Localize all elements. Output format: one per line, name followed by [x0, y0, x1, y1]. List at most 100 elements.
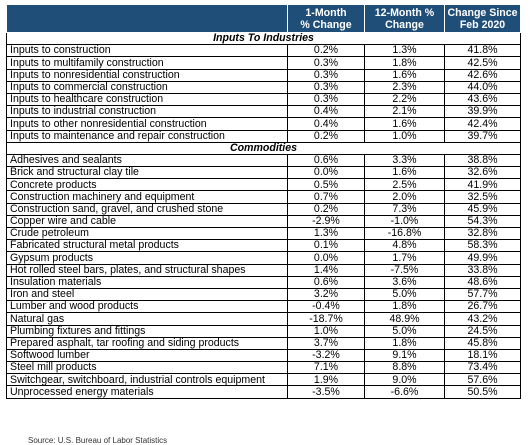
- value-cell: 49.9%: [444, 251, 521, 265]
- value-cell: 2.2%: [364, 92, 445, 107]
- value-cell: 39.7%: [444, 129, 521, 143]
- column-header-3: Change Since Feb 2020: [444, 4, 521, 33]
- value-cell: 1.9%: [287, 373, 365, 387]
- table-row: Construction machinery and equipment 0.7%…: [6, 190, 521, 204]
- table-row: Switchgear, switchboard, industrial cont…: [6, 373, 521, 387]
- row-label: Crude petroleum: [6, 226, 288, 241]
- value-cell: 32.6%: [444, 166, 521, 180]
- value-cell: 57.7%: [444, 287, 521, 302]
- value-cell: 0.2%: [287, 44, 365, 58]
- table-row: Steel mill products 7.1% 8.8% 73.4%: [6, 361, 521, 375]
- value-cell: 32.5%: [444, 190, 521, 204]
- value-cell: 0.1%: [287, 239, 365, 253]
- value-cell: -6.6%: [364, 385, 445, 399]
- value-cell: 45.8%: [444, 336, 521, 350]
- value-cell: 0.3%: [287, 92, 365, 107]
- row-label: Construction machinery and equipment: [6, 190, 288, 204]
- value-cell: 57.6%: [444, 373, 521, 387]
- value-cell: 0.2%: [287, 129, 365, 143]
- row-label: Inputs to industrial construction: [6, 105, 288, 119]
- value-cell: 43.2%: [444, 312, 521, 326]
- table-row: Brick and structural clay tile 0.0% 1.6% 32…: [6, 166, 521, 180]
- row-label: Steel mill products: [6, 361, 288, 375]
- value-cell: 48.9%: [364, 312, 445, 326]
- row-label: Inputs to multifamily construction: [6, 56, 288, 70]
- value-cell: 1.6%: [364, 117, 445, 131]
- value-cell: 42.5%: [444, 56, 521, 70]
- table-row: Prepared asphalt, tar roofing and siding…: [6, 336, 521, 350]
- value-cell: 2.0%: [364, 190, 445, 204]
- row-label: Hot rolled steel bars, plates, and struc…: [6, 263, 288, 277]
- value-cell: 42.6%: [444, 68, 521, 82]
- section-header-row: Inputs To Industries: [6, 31, 521, 46]
- value-cell: 0.5%: [287, 178, 365, 192]
- value-cell: 2.3%: [364, 80, 445, 94]
- value-cell: 73.4%: [444, 361, 521, 375]
- table-row: Inputs to nonresidential construction 0.3…: [6, 68, 521, 82]
- value-cell: 26.7%: [444, 300, 521, 314]
- value-cell: 33.8%: [444, 263, 521, 277]
- value-cell: 0.6%: [287, 275, 365, 289]
- table-header: 1-Month% Change 12-Month % Change Change Si…: [6, 4, 521, 33]
- value-cell: 1.7%: [364, 251, 445, 265]
- value-cell: 9.0%: [364, 373, 445, 387]
- table-row: Inputs to other nonresidential construct…: [6, 117, 521, 131]
- value-cell: -7.5%: [364, 263, 445, 277]
- value-cell: 0.6%: [287, 153, 365, 168]
- table-body: Inputs To Industries Inputs to constructi…: [6, 31, 521, 399]
- value-cell: 39.9%: [444, 105, 521, 119]
- value-cell: 1.8%: [364, 336, 445, 350]
- value-cell: 1.8%: [364, 56, 445, 70]
- header-row: 1-Month% Change 12-Month % Change Change Si…: [6, 4, 521, 33]
- value-cell: 1.3%: [364, 44, 445, 58]
- row-label: Inputs to maintenance and repair constru…: [6, 129, 288, 143]
- table-row: Inputs to construction 0.2% 1.3% 41.8%: [6, 44, 521, 58]
- table-row: Insulation materials 0.6% 3.6% 48.6%: [6, 275, 521, 289]
- row-label: Adhesives and sealants: [6, 153, 288, 168]
- column-header-2: 12-Month % Change: [364, 4, 445, 33]
- value-cell: 3.3%: [364, 153, 445, 168]
- value-cell: 48.6%: [444, 275, 521, 289]
- value-cell: 0.7%: [287, 190, 365, 204]
- value-cell: 50.5%: [444, 385, 521, 399]
- value-cell: 0.4%: [287, 117, 365, 131]
- row-label: Concrete products: [6, 178, 288, 192]
- table-row: Adhesives and sealants 0.6% 3.3% 38.8%: [6, 153, 521, 168]
- value-cell: 1.0%: [364, 129, 445, 143]
- column-header-1: 1-Month% Change: [287, 4, 365, 33]
- row-label: Inputs to nonresidential construction: [6, 68, 288, 82]
- value-cell: 41.9%: [444, 178, 521, 192]
- row-label: Insulation materials: [6, 275, 288, 289]
- row-label: Gypsum products: [6, 251, 288, 265]
- value-cell: 1.4%: [287, 263, 365, 277]
- row-label: Inputs to construction: [6, 44, 288, 58]
- value-cell: 1.3%: [287, 226, 365, 241]
- value-cell: 1.8%: [364, 300, 445, 314]
- value-cell: 4.8%: [364, 239, 445, 253]
- value-cell: 2.1%: [364, 105, 445, 119]
- value-cell: 0.3%: [287, 68, 365, 82]
- column-header-0: [6, 4, 288, 33]
- value-cell: 58.3%: [444, 239, 521, 253]
- value-cell: 3.2%: [287, 287, 365, 302]
- value-cell: 0.3%: [287, 80, 365, 94]
- table-row: Lumber and wood products -0.4% 1.8% 26.7%: [6, 300, 521, 314]
- row-label: Brick and structural clay tile: [6, 166, 288, 180]
- table-row: Natural gas -18.7% 48.9% 43.2%: [6, 312, 521, 326]
- row-label: Softwood lumber: [6, 348, 288, 363]
- value-cell: 44.0%: [444, 80, 521, 94]
- value-cell: 38.8%: [444, 153, 521, 168]
- value-cell: 0.3%: [287, 56, 365, 70]
- section-header-row: Commodities: [6, 141, 521, 155]
- value-cell: 7.3%: [364, 202, 445, 216]
- value-cell: 9.1%: [364, 348, 445, 363]
- table-row: Inputs to healthcare construction 0.3% 2.2…: [6, 92, 521, 107]
- row-label: Inputs to commercial construction: [6, 80, 288, 94]
- row-label: Fabricated structural metal products: [6, 239, 288, 253]
- table-row: Hot rolled steel bars, plates, and struc…: [6, 263, 521, 277]
- value-cell: 32.8%: [444, 226, 521, 241]
- value-cell: 43.6%: [444, 92, 521, 107]
- value-cell: 3.6%: [364, 275, 445, 289]
- row-label: Inputs to healthcare construction: [6, 92, 288, 107]
- value-cell: 3.7%: [287, 336, 365, 350]
